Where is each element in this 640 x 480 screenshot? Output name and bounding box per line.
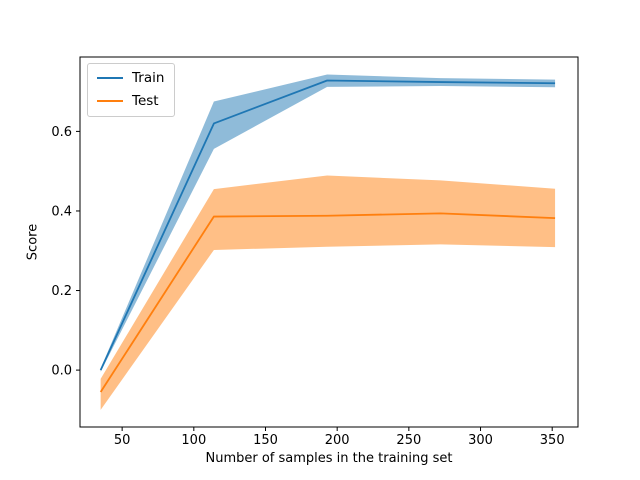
test-line-swatch: [97, 99, 123, 103]
y-tick-label: 0.6: [51, 125, 72, 140]
x-tick-label: 150: [253, 433, 278, 448]
x-tick-label: 100: [181, 433, 206, 448]
x-tick-label: 300: [468, 433, 493, 448]
plot-spines: [79, 56, 579, 428]
x-tick-label: 250: [396, 433, 421, 448]
legend-entry-train: Train: [97, 70, 164, 86]
x-tick-label: 50: [114, 433, 131, 448]
legend-label-test: Test: [132, 93, 159, 109]
y-tick-label: 0.0: [51, 364, 72, 379]
x-tick-label: 200: [325, 433, 350, 448]
legend: Train Test: [87, 63, 176, 117]
y-axis-label: Score: [25, 223, 41, 261]
band-test: [100, 175, 556, 410]
y-tick-label: 0.2: [51, 284, 72, 299]
line-test: [99, 212, 556, 393]
x-tick-label: 350: [540, 433, 565, 448]
train-line-swatch: [97, 76, 123, 80]
legend-entry-test: Test: [97, 93, 164, 109]
legend-label-train: Train: [132, 70, 165, 86]
y-tick-label: 0.4: [51, 204, 72, 219]
line-train: [99, 79, 556, 371]
x-axis-label: Number of samples in the training set: [205, 451, 453, 466]
